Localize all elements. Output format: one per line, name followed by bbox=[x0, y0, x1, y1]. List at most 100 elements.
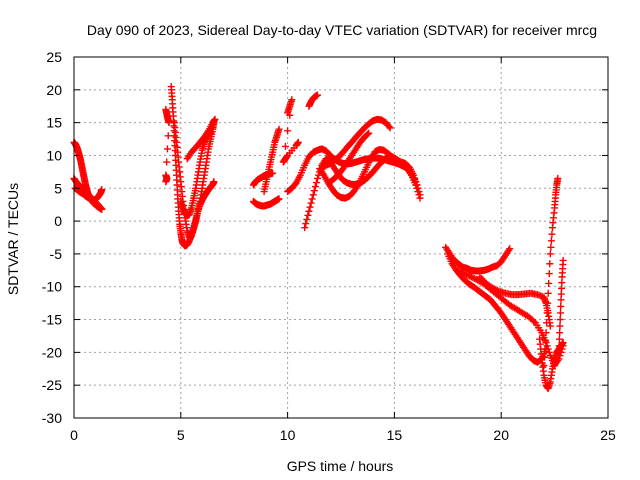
series-16 bbox=[318, 115, 394, 173]
data-point-trail bbox=[337, 167, 345, 175]
series-10 bbox=[260, 125, 283, 196]
x-tick-label: 20 bbox=[493, 427, 509, 443]
plot-frame bbox=[73, 56, 609, 419]
data-point-trail bbox=[164, 132, 172, 140]
data-point-trail bbox=[304, 211, 312, 219]
data-point-trail bbox=[515, 307, 523, 315]
data-point-trail bbox=[169, 108, 177, 116]
data-point-trail bbox=[557, 302, 565, 310]
data-point-trail bbox=[170, 127, 178, 135]
data-point-trail bbox=[183, 224, 191, 232]
data-point-trail bbox=[346, 141, 354, 149]
series-6 bbox=[183, 115, 219, 163]
data-point-trail bbox=[262, 180, 270, 188]
data-point-trail bbox=[541, 345, 549, 353]
data-point-trail bbox=[548, 368, 556, 376]
data-point-trail bbox=[544, 299, 552, 307]
data-point-trail bbox=[162, 177, 170, 185]
data-point-trail bbox=[189, 197, 197, 205]
data-point-trail bbox=[547, 243, 555, 251]
grid-lines bbox=[74, 57, 608, 418]
data-point-trail bbox=[353, 183, 361, 191]
data-point-trail bbox=[272, 133, 280, 141]
data-point-trail bbox=[411, 174, 419, 182]
data-point-trail bbox=[333, 155, 341, 163]
data-point-trail bbox=[548, 230, 556, 238]
y-tick-label: -15 bbox=[42, 312, 62, 328]
data-point bbox=[540, 361, 548, 369]
data-point-trail bbox=[190, 146, 198, 154]
y-tick-label: -10 bbox=[42, 279, 62, 295]
data-point-trail bbox=[204, 148, 212, 156]
data-point-trail bbox=[98, 186, 106, 194]
data-point-trail bbox=[333, 172, 341, 180]
data-point-trail bbox=[295, 173, 303, 181]
data-point-trail bbox=[364, 130, 372, 138]
data-point bbox=[555, 348, 563, 356]
data-point-trail bbox=[415, 191, 423, 199]
data-point bbox=[544, 289, 552, 297]
data-point-trail bbox=[358, 126, 366, 134]
data-point-trail bbox=[385, 123, 393, 131]
y-tick-label: -30 bbox=[42, 410, 62, 426]
data-point-trail bbox=[542, 379, 550, 387]
data-point-trail bbox=[471, 275, 478, 283]
series-23 bbox=[540, 174, 562, 369]
data-point-trail bbox=[497, 309, 505, 317]
data-point bbox=[542, 329, 550, 337]
data-point-trail bbox=[550, 357, 558, 365]
data-point-trail bbox=[191, 219, 199, 227]
data-point-trail bbox=[354, 131, 362, 139]
data-point-trail bbox=[202, 161, 210, 169]
data-point bbox=[314, 174, 322, 182]
data-point-trail bbox=[178, 192, 186, 200]
data-point-trail bbox=[536, 326, 544, 334]
data-point-trail bbox=[464, 271, 472, 279]
data-point-trail bbox=[350, 136, 358, 144]
data-point-trail bbox=[286, 111, 294, 119]
data-point-trail bbox=[264, 170, 272, 178]
data-point-trail bbox=[285, 104, 293, 112]
data-point-trail bbox=[281, 142, 289, 150]
data-point-trail bbox=[500, 289, 508, 297]
data-point-trail bbox=[546, 380, 554, 388]
data-point-trail bbox=[198, 149, 206, 157]
data-point-trail bbox=[97, 205, 105, 213]
data-point-trail bbox=[210, 116, 218, 124]
data-point-trail bbox=[357, 175, 365, 183]
data-point-trail bbox=[384, 121, 392, 129]
series-0 bbox=[70, 138, 106, 213]
y-tick-label: 10 bbox=[46, 147, 62, 163]
data-point-trail bbox=[528, 316, 536, 324]
data-point-trail bbox=[308, 195, 316, 203]
data-point-trail bbox=[554, 176, 562, 184]
data-point-trail bbox=[545, 270, 553, 278]
data-point-trail bbox=[412, 178, 420, 186]
data-point-trail bbox=[555, 342, 563, 350]
data-point-trail bbox=[543, 319, 551, 327]
data-point-trail bbox=[495, 260, 503, 268]
data-point-trail bbox=[492, 286, 500, 294]
data-point-trail bbox=[543, 309, 551, 317]
series-8 bbox=[249, 195, 283, 210]
data-point-trail bbox=[306, 203, 314, 211]
x-tick-label: 10 bbox=[280, 427, 296, 443]
data-point-trail bbox=[493, 287, 501, 295]
data-point-trail bbox=[290, 182, 298, 190]
data-point-trail bbox=[173, 186, 181, 194]
data-point-trail bbox=[545, 348, 553, 356]
y-axis-label: SDTVAR / TECUs bbox=[5, 183, 21, 295]
y-tick-label: 20 bbox=[46, 82, 62, 98]
data-point-trail bbox=[168, 92, 176, 100]
data-point-trail bbox=[324, 149, 332, 157]
data-point-trail bbox=[375, 160, 383, 168]
data-point-trail bbox=[176, 173, 184, 181]
data-point-trail bbox=[307, 199, 315, 207]
data-point-trail bbox=[363, 131, 371, 139]
data-point-trail bbox=[489, 298, 497, 306]
data-point-trail bbox=[532, 290, 540, 298]
data-point-trail bbox=[458, 268, 466, 276]
data-point-trail bbox=[556, 309, 564, 317]
data-point-trail bbox=[367, 170, 375, 178]
series-11 bbox=[279, 96, 302, 166]
